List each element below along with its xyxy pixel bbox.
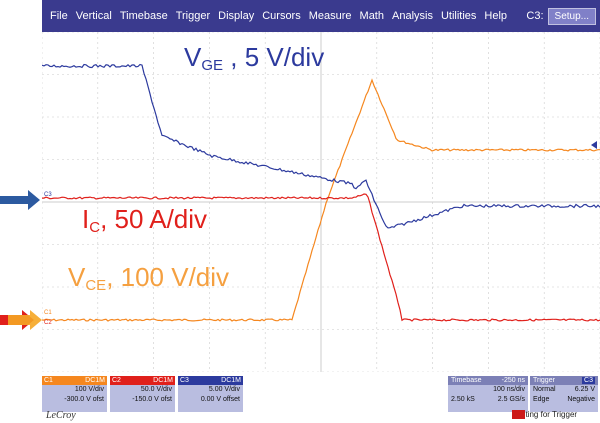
timebase-samples: 2.50 kS [451,396,475,403]
trigger-channel: C3 [582,377,595,384]
c1-c2-arrow-icon [0,310,42,330]
c1-name: C1 [44,377,53,384]
trigger-level: 6.25 V [574,386,595,393]
ic-main: I [82,204,90,234]
menu-timebase[interactable]: Timebase [119,10,168,22]
status-panel: C1 DC1M 100 V/div -300.0 V ofst C2 DC1M … [42,374,600,423]
graticule [41,31,600,373]
trigger-box[interactable]: Trigger C3 Normal 6.25 V Edge Negative [530,376,598,412]
vge-trace [41,63,600,229]
timebase-row-1: 100 ns/div [448,385,528,395]
menu-bar: File Vertical Timebase Trigger Display C… [42,0,600,32]
menu-trigger[interactable]: Trigger [175,10,211,22]
trigger-slope: Negative [567,396,595,403]
c1-head: C1 DC1M [42,376,107,385]
trigger-type: Edge [533,396,550,403]
c3-head: C3 DC1M [178,376,243,385]
vce-sub: CE [85,277,107,294]
c2-coupling: DC1M [153,377,173,384]
ic-trace [42,193,600,322]
trigger-status: Waiting for Trigger [512,410,578,420]
menu-vertical[interactable]: Vertical [75,10,112,22]
menu-analysis[interactable]: Analysis [392,10,433,22]
vge-rest: , 5 V/div [223,42,325,72]
timebase-rate: 2.5 GS/s [497,396,525,403]
menu-display[interactable]: Display [218,10,255,22]
menu-file[interactable]: File [50,10,68,22]
active-channel-label: C3: [526,10,544,22]
vce-rest: , 100 V/div [106,262,230,292]
timebase-box[interactable]: Timebase -250 ns 100 ns/div 2.50 kS 2.5 G… [448,376,528,412]
timebase-row-2: 2.50 kS 2.5 GS/s [448,395,528,405]
c2-head: C2 DC1M [110,376,175,385]
channel-c1-box[interactable]: C1 DC1M 100 V/div -300.0 V ofst [42,376,107,412]
trigger-row-1: Normal 6.25 V [530,385,598,395]
vge-main: V [184,42,202,72]
c1-offset: -300.0 V ofst [64,396,104,403]
c2-ground-marker: C2 [44,320,52,326]
status-indicator [512,410,525,420]
trigger-label: Trigger [533,377,555,384]
timebase-div: 100 ns/div [493,386,525,393]
menu-measure[interactable]: Measure [308,10,352,22]
vge-annotation: VGE , 5 V/div [184,42,324,74]
menu-utilities[interactable]: Utilities [440,10,477,22]
ic-sub: C [89,219,101,236]
c1-coupling: DC1M [85,377,105,384]
c2-name: C2 [112,377,121,384]
vce-annotation: VCE, 100 V/div [68,262,229,294]
status-text: ting for Trigger [525,410,578,419]
ic-annotation: IC, 50 A/div [82,204,207,236]
vce-trace [41,78,600,322]
c3-name: C3 [180,377,189,384]
c2-offset: -150.0 V ofst [132,396,172,403]
status-red-text: Wai [512,410,526,419]
trigger-row-2: Edge Negative [530,395,598,405]
vge-sub: GE [201,57,224,74]
channel-c2-box[interactable]: C2 DC1M 50.0 V/div -150.0 V ofst [110,376,175,412]
trigger-mode: Normal [533,386,556,393]
c1-vdiv: 100 V/div [74,386,104,393]
c3-vdiv: 5.00 V/div [208,386,240,393]
ic-rest: , 50 A/div [100,204,208,234]
timebase-label: Timebase [451,377,482,384]
vce-main: V [68,262,86,292]
traces [41,63,600,322]
c3-offset: 0.00 V offset [200,396,240,403]
c1-ground-marker: C1 [44,310,52,316]
waveform-display[interactable]: C3 C1 C2 VGE , 5 V/div IC, 50 A/div VCE,… [41,31,600,373]
timebase-delay: -250 ns [501,377,525,384]
channel-c3-box[interactable]: C3 DC1M 5.00 V/div 0.00 V offset [178,376,243,412]
menu-math[interactable]: Math [359,10,384,22]
c3-arrow-icon [0,190,40,210]
waveform-canvas: C3 C1 C2 [41,31,600,373]
menu-cursors[interactable]: Cursors [262,10,301,22]
trigger-level-marker-icon [591,141,597,149]
menu-help[interactable]: Help [484,10,508,22]
c3-ground-marker: C3 [44,192,52,198]
setup-button[interactable]: Setup... [547,7,596,25]
lecroy-logo: LeCroy [46,410,76,421]
c2-vdiv: 50.0 V/div [140,386,172,393]
timebase-head: Timebase -250 ns [448,376,528,385]
c3-coupling: DC1M [221,377,241,384]
trigger-head: Trigger C3 [530,376,598,385]
